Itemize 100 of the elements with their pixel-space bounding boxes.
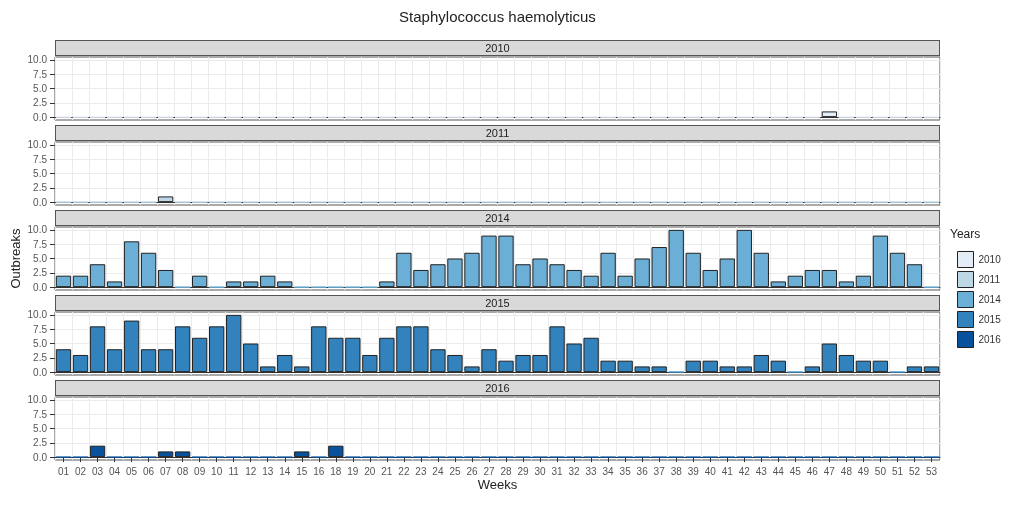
x-axis-title: Weeks [476,477,519,492]
bar [906,366,923,373]
chart-subtitle: 2014 [55,210,940,226]
legend-label: 2016 [978,334,1002,345]
bar [72,354,89,373]
x-tick-label: 29 [517,465,530,477]
x-tick-label: 10 [211,465,223,477]
x-tick-label: 32 [568,465,581,477]
y-tick-label: 10.0 [27,309,48,321]
x-tick-label: 04 [109,465,121,477]
y-tick-label: 0.0 [33,111,48,123]
y-tick-label: 10.0 [27,139,48,151]
y-tick-label: 0.0 [33,196,48,208]
bar [72,275,89,288]
x-tick-label: 16 [313,465,325,477]
bar [770,360,786,373]
x-tick-label: 50 [874,465,887,477]
x-tick-label: 21 [381,465,393,477]
y-tick-label: 7.5 [33,238,48,250]
x-tick-label: 47 [823,465,836,477]
bar [209,326,225,373]
y-tick-label: 7.5 [33,68,48,80]
x-tick-label: 52 [908,465,921,477]
x-tick-label: 48 [840,465,853,477]
bar [872,235,889,288]
bar [838,281,855,288]
x-tick-label: 28 [500,465,513,477]
y-tick-label: 0.0 [33,366,48,378]
chart-subtitle: 2015 [55,295,940,311]
bar [770,281,786,288]
chart-subtitle: 2016 [55,380,940,396]
x-tick-label: 40 [704,465,717,477]
bar [855,275,872,288]
x-tick-label: 34 [602,465,615,477]
x-tick-label: 43 [755,465,768,477]
x-tick-label: 12 [245,465,257,477]
x-tick-label: 05 [126,465,138,477]
x-tick-label: 25 [449,465,461,477]
bar [106,349,123,373]
x-tick-label: 22 [398,465,410,477]
legend-label: 2014 [978,294,1002,305]
bar [855,360,872,373]
x-tick-label: 39 [687,465,700,477]
bar [55,349,72,373]
y-tick-label: 2.5 [33,437,48,449]
bar [157,451,174,458]
x-tick-label: 38 [670,465,683,477]
y-tick-label: 5.0 [33,338,48,349]
x-tick-label: 23 [415,465,427,477]
x-tick-label: 11 [228,465,240,477]
y-tick-label: 2.5 [33,182,48,194]
legend-label: 2011 [978,274,1001,285]
y-tick-label: 10.0 [27,394,48,406]
bar [140,349,157,373]
x-tick-label: 18 [330,465,342,477]
x-tick-label: 09 [194,465,206,477]
bar [192,337,208,373]
y-tick-label: 7.5 [33,408,48,420]
x-tick-label: 27 [483,465,495,477]
x-tick-label: 36 [636,465,649,477]
x-tick-label: 03 [91,465,104,477]
x-tick-label: 08 [177,465,189,477]
x-tick-label: 33 [585,465,598,477]
bar [192,275,208,288]
y-tick-label: 10.0 [27,224,48,236]
y-tick-label: 10.0 [27,54,48,66]
chart-subtitle: 2010 [55,40,940,56]
y-tick-label: 5.0 [33,423,48,434]
bar [804,269,821,288]
y-tick-label: 5.0 [33,83,48,94]
bar [123,241,140,288]
x-tick-label: 44 [772,465,785,477]
x-tick-label: 26 [466,465,478,477]
bar [174,451,191,458]
x-tick-label: 20 [364,465,376,477]
bar [838,354,855,373]
x-tick-label: 01 [57,465,70,477]
bar [123,320,140,373]
y-tick-label: 2.5 [33,97,48,109]
y-tick-label: 2.5 [33,352,48,364]
bar [55,275,72,288]
x-tick-label: 13 [262,465,274,477]
y-tick-label: 2.5 [33,267,48,279]
legend-title: Years [950,227,981,241]
x-tick-label: 46 [806,465,819,477]
bar [889,252,906,288]
x-tick-label: 19 [347,465,359,477]
x-tick-label: 49 [857,465,870,477]
bar [89,445,106,458]
x-tick-label: 35 [619,465,632,477]
y-tick-label: 7.5 [33,323,48,335]
legend-label: 2015 [978,314,1002,325]
bar [157,349,174,373]
bar [157,269,174,288]
chart-subtitle: 2011 [55,125,940,141]
bar [140,252,157,288]
bar [106,281,123,288]
bar [821,343,838,373]
bar [923,366,940,373]
x-tick-label: 24 [432,465,444,477]
